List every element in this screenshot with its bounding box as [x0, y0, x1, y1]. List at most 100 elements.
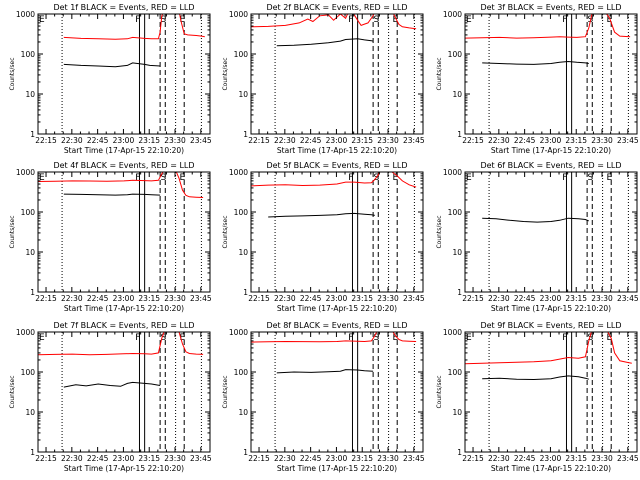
y-tick-label: 1000	[229, 328, 248, 337]
time-marker-label: E	[39, 173, 45, 183]
time-marker-label: E	[393, 333, 399, 343]
x-tick-label: 22:30	[274, 136, 296, 145]
series-line-lld	[464, 328, 632, 365]
time-marker-label: E	[39, 333, 45, 343]
plot-frame	[37, 13, 211, 135]
detector-panel: Det 8f BLACK = Events, RED = LLD Counts/s…	[222, 318, 425, 473]
y-tick-label: 1	[30, 130, 35, 139]
x-tick-label: 23:00	[540, 136, 562, 145]
detector-panel: Det 5f BLACK = Events, RED = LLD Counts/s…	[222, 158, 425, 313]
series-line-events	[482, 60, 589, 65]
series-line-events	[63, 193, 161, 196]
x-tick-label: 22:15	[248, 454, 270, 463]
panel-title: Det 8f BLACK = Events, RED = LLD	[266, 321, 407, 330]
plot-clip-mask	[250, 318, 424, 332]
x-tick-label: 23:30	[591, 454, 613, 463]
y-tick-label: 1000	[16, 10, 35, 19]
y-tick-label: 10	[452, 90, 462, 99]
time-marker-label: F	[348, 173, 353, 183]
y-tick-label: 1	[243, 448, 248, 457]
series-line-lld	[250, 1, 417, 30]
y-tick-label: 100	[21, 50, 36, 59]
y-tick-label: 1000	[16, 168, 35, 177]
x-tick-label: 23:15	[138, 454, 160, 463]
y-tick-label: 1000	[229, 168, 248, 177]
x-tick-label: 23:15	[351, 136, 373, 145]
plot-frame	[464, 331, 638, 453]
y-tick-label: 1000	[443, 10, 462, 19]
y-tick-label: 100	[448, 50, 463, 59]
y-tick-label: 100	[21, 368, 36, 377]
plot-clip-mask	[37, 158, 211, 172]
x-tick-label: 22:15	[35, 454, 57, 463]
plot-clip-mask	[464, 0, 638, 14]
panel-title: Det 3f BLACK = Events, RED = LLD	[480, 3, 621, 12]
panel-title: Det 2f BLACK = Events, RED = LLD	[266, 3, 407, 12]
plot-frame	[250, 331, 424, 453]
series-line-events	[276, 369, 374, 374]
x-tick-label: 23:00	[113, 136, 135, 145]
x-tick-label: 23:00	[540, 294, 562, 303]
plot-frame	[464, 13, 638, 135]
panel-title: Det 5f BLACK = Events, RED = LLD	[266, 161, 407, 170]
plot-clip-mask	[464, 158, 638, 172]
time-marker-label: F	[562, 333, 567, 343]
x-tick-label: 23:30	[377, 136, 399, 145]
series-line-lld	[250, 168, 417, 188]
y-tick-label: 10	[452, 408, 462, 417]
time-marker-label: E	[466, 333, 472, 343]
x-axis-label: Start Time (17-Apr-15 22:10:20)	[491, 304, 611, 313]
plot-clip-mask	[250, 158, 424, 172]
y-tick-label: 1000	[443, 168, 462, 177]
panel-title: Det 9f BLACK = Events, RED = LLD	[480, 321, 621, 330]
time-marker-label: F	[135, 15, 140, 25]
detector-panel: Det 1f BLACK = Events, RED = LLD Counts/s…	[9, 0, 212, 155]
plot-frame	[250, 171, 424, 293]
x-tick-label: 22:15	[35, 294, 57, 303]
y-axis-label: Counts/sec	[222, 375, 229, 408]
series-line-lld	[464, 10, 631, 39]
plot-clip-mask	[37, 0, 211, 14]
y-tick-label: 100	[448, 368, 463, 377]
x-axis-label: Start Time (17-Apr-15 22:10:20)	[64, 304, 184, 313]
plot-frame	[37, 331, 211, 453]
y-tick-label: 1	[457, 130, 462, 139]
x-tick-label: 22:30	[61, 454, 83, 463]
x-axis-label: Start Time (17-Apr-15 22:10:20)	[64, 464, 184, 473]
time-marker-label: E	[466, 173, 472, 183]
series-line-events	[482, 375, 589, 381]
x-tick-label: 22:45	[87, 454, 109, 463]
x-axis-label: Start Time (17-Apr-15 22:10:20)	[277, 464, 397, 473]
plot-frame	[464, 171, 638, 293]
panel-title: Det 7f BLACK = Events, RED = LLD	[53, 321, 194, 330]
x-axis-label: Start Time (17-Apr-15 22:10:20)	[491, 464, 611, 473]
time-marker-label: E	[180, 173, 186, 183]
x-tick-label: 22:15	[462, 294, 484, 303]
y-tick-label: 10	[452, 248, 462, 257]
y-tick-label: 1	[30, 448, 35, 457]
time-marker-label: F	[348, 15, 353, 25]
x-axis-label: Start Time (17-Apr-15 22:10:20)	[491, 146, 611, 155]
x-tick-label: 23:45	[190, 294, 212, 303]
x-tick-label: 23:45	[617, 136, 639, 145]
x-tick-label: 23:00	[540, 454, 562, 463]
plot-clip-mask	[37, 318, 211, 332]
detector-panel: Det 4f BLACK = Events, RED = LLD Counts/s…	[9, 158, 212, 313]
y-tick-label: 10	[25, 248, 35, 257]
time-marker-label: S	[588, 173, 594, 183]
x-tick-label: 23:45	[190, 454, 212, 463]
x-tick-label: 23:30	[591, 294, 613, 303]
plot-frame	[37, 171, 211, 293]
detector-panel: Det 7f BLACK = Events, RED = LLD Counts/s…	[9, 318, 212, 473]
series-line-events	[63, 381, 161, 388]
y-tick-label: 10	[238, 90, 248, 99]
y-tick-label: 100	[234, 208, 249, 217]
detector-panel: Det 9f BLACK = Events, RED = LLD Counts/s…	[436, 318, 639, 473]
time-marker-label: S	[374, 15, 380, 25]
y-tick-label: 1000	[16, 328, 35, 337]
x-tick-label: 22:45	[514, 454, 536, 463]
x-tick-label: 23:45	[617, 294, 639, 303]
x-tick-label: 23:45	[617, 454, 639, 463]
x-tick-label: 22:15	[248, 294, 270, 303]
y-tick-label: 100	[21, 208, 36, 217]
